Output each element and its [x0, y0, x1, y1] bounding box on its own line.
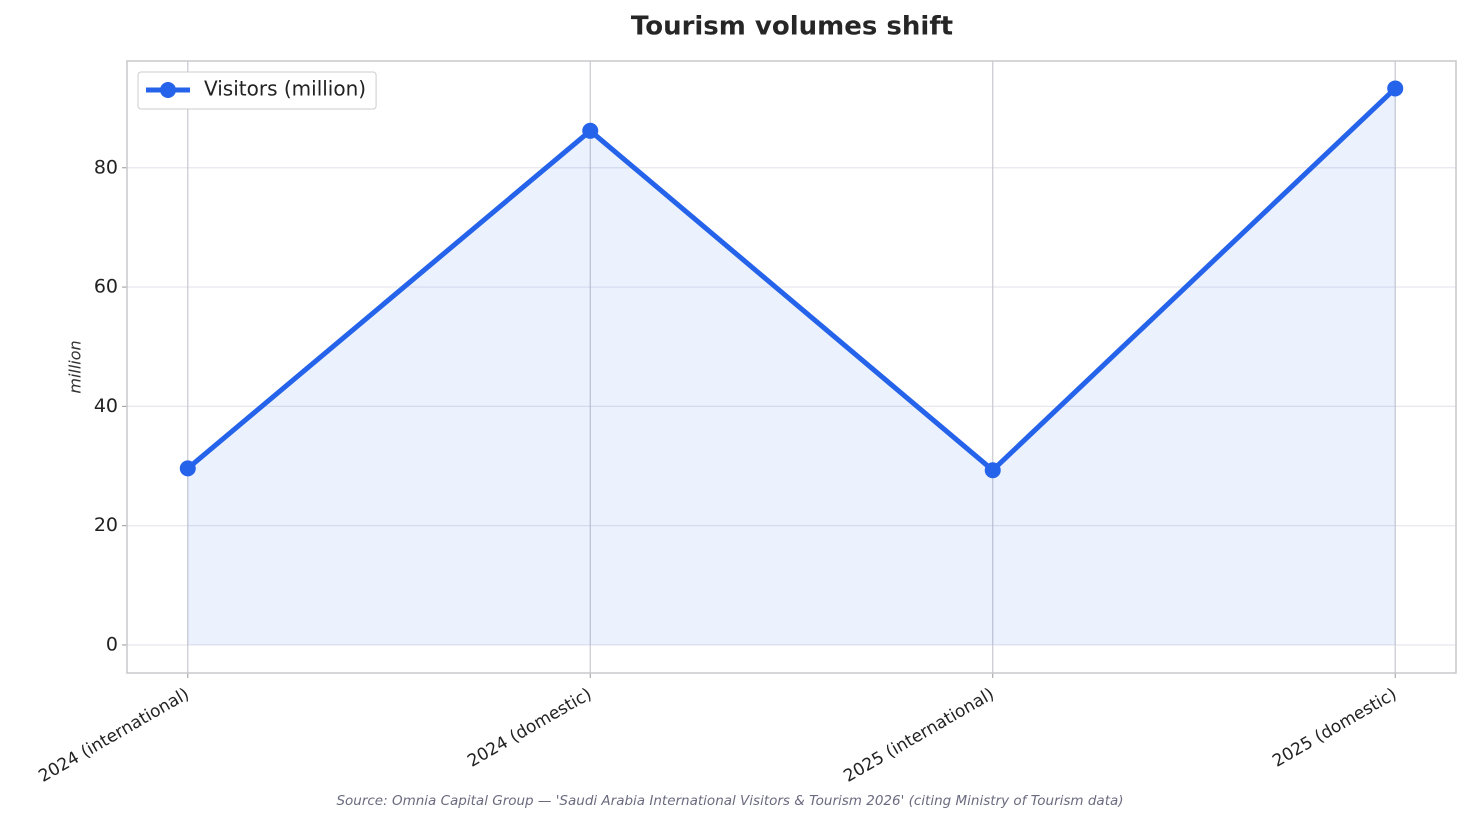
- x-tick-label: 2024 (domestic): [464, 684, 595, 771]
- plot-frame: [126, 60, 1457, 674]
- x-tick-label: 2024 (international): [35, 684, 192, 786]
- point: [1387, 80, 1404, 97]
- point: [582, 122, 599, 139]
- legend-box: [137, 71, 377, 110]
- y-tick-label: 40: [94, 395, 118, 417]
- source-note: Source: Omnia Capital Group — 'Saudi Ara…: [336, 793, 1123, 809]
- y-tick-label: 0: [106, 633, 118, 655]
- legend: Visitors (million): [137, 71, 377, 110]
- line: [186, 86, 1397, 473]
- y-tick-label: 60: [94, 276, 118, 298]
- x-tick-label: 2025 (domestic): [1269, 684, 1400, 771]
- chart-title: Tourism volumes shift: [631, 12, 953, 42]
- y-axis-label: million: [66, 340, 85, 393]
- x-tick-label: 2025 (international): [840, 684, 997, 786]
- y-tick-label: 80: [94, 156, 118, 178]
- area-fill: [187, 88, 1396, 645]
- point: [179, 460, 196, 477]
- legend-label: Visitors (million): [204, 77, 366, 101]
- y-tick-label: 20: [94, 514, 118, 536]
- legend-marker: [160, 82, 176, 98]
- point: [984, 462, 1001, 479]
